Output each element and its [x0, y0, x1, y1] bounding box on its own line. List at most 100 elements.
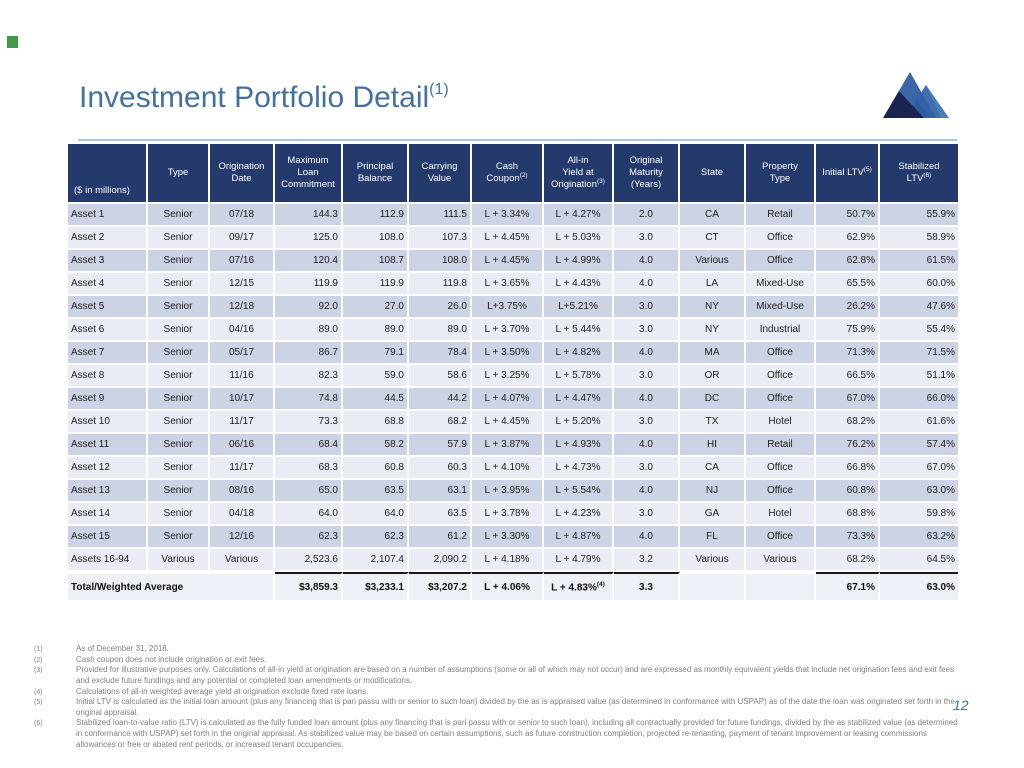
table-cell: 2,090.2 — [409, 549, 472, 572]
total-footnote-ref: (4) — [596, 580, 605, 588]
table-cell: L + 5.44% — [544, 319, 614, 342]
table-cell: 120.4 — [275, 250, 343, 273]
table-cell: L + 5.03% — [544, 227, 614, 250]
table-cell: NJ — [680, 480, 746, 503]
table-cell: 78.4 — [409, 342, 472, 365]
table-cell: 3.0 — [614, 411, 680, 434]
column-header-label: Principal Balance — [356, 161, 394, 184]
table-cell: 68.3 — [275, 457, 343, 480]
table-cell: 89.0 — [409, 319, 472, 342]
table-cell: 63.0% — [880, 480, 958, 503]
total-row-cell — [680, 572, 746, 600]
table-cell: 107.3 — [409, 227, 472, 250]
table-cell: 63.1 — [409, 480, 472, 503]
table-cell: 61.6% — [880, 411, 958, 434]
footnote-number: (4) — [34, 688, 43, 696]
table-header-row: ($ in millions) Type Origination Date Maxim… — [68, 144, 958, 204]
table-cell: L + 4.45% — [472, 227, 544, 250]
table-cell: 12/15 — [210, 273, 275, 296]
footnote-text: Stabilized loan-to-value ratio (LTV) is … — [76, 718, 958, 749]
table-cell: 108.0 — [409, 250, 472, 273]
table-cell: Senior — [148, 273, 210, 296]
table-cell: 125.0 — [275, 227, 343, 250]
table-cell: L + 4.73% — [544, 457, 614, 480]
column-header-label: All-in Yield at Origination — [551, 155, 597, 190]
column-header: Maximum Loan Commitment — [275, 144, 343, 204]
table-cell: 74.8 — [275, 388, 343, 411]
table-cell: L + 3.65% — [472, 273, 544, 296]
column-header: Cash Coupon(2) — [472, 144, 544, 204]
table-cell: L + 4.07% — [472, 388, 544, 411]
table-cell: 12/16 — [210, 526, 275, 549]
table-cell: 4.0 — [614, 342, 680, 365]
table-cell: 26.2% — [816, 296, 880, 319]
footnote: (1) As of December 31, 2018. — [34, 644, 966, 655]
table-cell: Asset 12 — [68, 457, 148, 480]
table-cell: 119.9 — [343, 273, 409, 296]
green-square-icon — [7, 36, 18, 48]
table-cell: 04/18 — [210, 503, 275, 526]
total-row-cell — [746, 572, 816, 600]
table-cell: TX — [680, 411, 746, 434]
table-cell: 12/18 — [210, 296, 275, 319]
table-cell: 68.2 — [409, 411, 472, 434]
table-cell: L + 5.20% — [544, 411, 614, 434]
table-cell: Senior — [148, 250, 210, 273]
footnote: (3) Provided for illustrative purposes on… — [34, 665, 966, 686]
table-cell: 63.5 — [343, 480, 409, 503]
table-cell: L + 5.54% — [544, 480, 614, 503]
table-cell: DC — [680, 388, 746, 411]
table-row: Assets 16-94 Various Various 2,523.6 2,107.4… — [68, 549, 958, 572]
column-header: ($ in millions) — [68, 144, 148, 204]
table-cell: 62.8% — [816, 250, 880, 273]
column-header: State — [680, 144, 746, 204]
table-cell: 58.2 — [343, 434, 409, 457]
table-cell: Office — [746, 365, 816, 388]
table-cell: 68.8% — [816, 503, 880, 526]
column-header: Initial LTV(5) — [816, 144, 880, 204]
table-cell: 55.9% — [880, 204, 958, 227]
table-cell: Retail — [746, 434, 816, 457]
table-row: Asset 13 Senior 08/16 65.0 63.5 63.1 L + 3.95%… — [68, 480, 958, 503]
table-cell: MA — [680, 342, 746, 365]
total-row-label: Total/Weighted Average — [68, 572, 275, 600]
table-cell: Senior — [148, 526, 210, 549]
footnote-number: (6) — [34, 720, 43, 728]
table-cell: Senior — [148, 411, 210, 434]
column-header-label: Original Maturity (Years) — [629, 155, 663, 190]
table-cell: OR — [680, 365, 746, 388]
column-header-footnote-ref: (5) — [863, 165, 872, 173]
table-cell: 66.5% — [816, 365, 880, 388]
table-cell: 62.3 — [275, 526, 343, 549]
table-cell: Assets 16-94 — [68, 549, 148, 572]
footnote-number: (5) — [34, 699, 43, 707]
table-cell: Asset 7 — [68, 342, 148, 365]
table-cell: Senior — [148, 388, 210, 411]
footnotes: (1) As of December 31, 2018. (2) Cash coupo… — [34, 644, 966, 750]
table-cell: LA — [680, 273, 746, 296]
table-cell: 3.2 — [614, 549, 680, 572]
table-cell: L + 4.23% — [544, 503, 614, 526]
table-cell: 47.6% — [880, 296, 958, 319]
table-cell: L + 3.34% — [472, 204, 544, 227]
portfolio-table: ($ in millions) Type Origination Date Maxim… — [68, 144, 958, 600]
column-header-label: Property Type — [762, 161, 798, 184]
table-row: Asset 6 Senior 04/16 89.0 89.0 89.0 L + 3.70% L… — [68, 319, 958, 342]
column-header-footnote-ref: (3) — [597, 177, 605, 185]
table-cell: 2.0 — [614, 204, 680, 227]
table-cell: 68.2% — [816, 549, 880, 572]
column-header-label: Carrying Value — [421, 161, 458, 184]
table-cell: 27.0 — [343, 296, 409, 319]
column-header-footnote-ref: (2) — [519, 171, 528, 179]
table-cell: L + 4.27% — [544, 204, 614, 227]
table-cell: 62.9% — [816, 227, 880, 250]
table-cell: 62.3 — [343, 526, 409, 549]
footnote: (4) Calculations of all-in weighted avera… — [34, 687, 966, 698]
table-cell: 66.0% — [880, 388, 958, 411]
table-cell: Various — [680, 250, 746, 273]
table-cell: Senior — [148, 503, 210, 526]
table-cell: 108.0 — [343, 227, 409, 250]
table-cell: 108.7 — [343, 250, 409, 273]
table-cell: 60.8 — [343, 457, 409, 480]
table-cell: 07/18 — [210, 204, 275, 227]
